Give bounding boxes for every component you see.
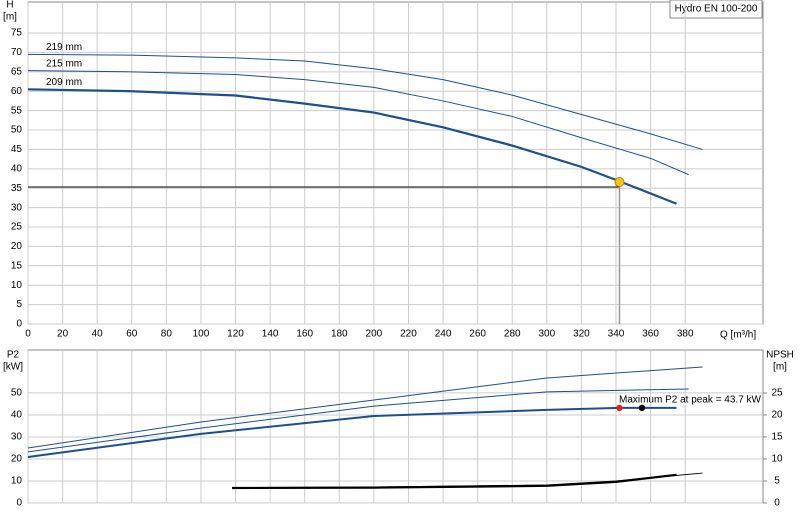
y-tick-label: 0 — [16, 319, 22, 330]
y-tick-label: 0 — [16, 498, 22, 509]
y-tick-label: 15 — [11, 260, 23, 271]
x-tick-label: 80 — [161, 329, 173, 340]
x-tick-label: 140 — [262, 329, 279, 340]
x-tick-label: 20 — [57, 329, 69, 340]
y2-tick-label: 10 — [771, 454, 783, 465]
y-tick-label: 5 — [16, 299, 22, 310]
y-axis-unit: [kW] — [3, 362, 23, 373]
series-line — [27, 366, 703, 449]
y-tick-label: 10 — [11, 476, 23, 487]
y-tick-label: 30 — [11, 432, 23, 443]
y-tick-label: 55 — [11, 105, 23, 116]
y2-tick-label: 20 — [771, 410, 783, 421]
y2-tick-label: 0 — [774, 498, 780, 509]
y2-axis-unit: [m] — [773, 362, 787, 373]
y-tick-label: 50 — [11, 388, 23, 399]
y-tick-label: 60 — [11, 86, 23, 97]
y-tick-label: 40 — [11, 163, 23, 174]
x-tick-label: 40 — [92, 329, 104, 340]
x-tick-label: 280 — [504, 329, 521, 340]
y-tick-label: 45 — [11, 144, 23, 155]
y-tick-label: 70 — [11, 47, 23, 58]
y-axis-unit: [m] — [3, 12, 17, 23]
x-tick-label: 220 — [400, 329, 417, 340]
series-label: 209 mm — [46, 77, 82, 88]
y-tick-label: 30 — [11, 202, 23, 213]
y2-tick-label: 25 — [771, 388, 783, 399]
x-tick-label: 260 — [469, 329, 486, 340]
series-line — [27, 88, 677, 205]
x-tick-label: 380 — [677, 329, 694, 340]
x-tick-label: 180 — [331, 329, 348, 340]
y-tick-label: 20 — [11, 241, 23, 252]
y-tick-label: 35 — [11, 183, 23, 194]
series-line — [27, 70, 689, 176]
x-tick-label: 160 — [296, 329, 313, 340]
chart-title: Hydro EN 100-200 — [675, 4, 758, 15]
x-tick-label: 340 — [608, 329, 625, 340]
series-line — [27, 406, 677, 458]
y-tick-label: 10 — [11, 280, 23, 291]
x-tick-label: 320 — [573, 329, 590, 340]
y-axis-label: H — [6, 0, 13, 11]
y-tick-label: 75 — [11, 28, 23, 39]
series-label: 219 mm — [46, 42, 82, 53]
y2-tick-label: 15 — [771, 432, 783, 443]
y2-tick-label: 5 — [774, 476, 780, 487]
marker — [616, 404, 623, 412]
series-line — [27, 53, 703, 150]
x-axis-label: Q [m³/h] — [720, 330, 756, 341]
x-tick-label: 120 — [227, 329, 244, 340]
y2-axis-label: NPSH — [766, 350, 794, 361]
y-axis-label: P2 — [7, 350, 20, 361]
x-tick-label: 60 — [126, 329, 138, 340]
x-tick-label: 360 — [642, 329, 659, 340]
marker — [614, 177, 625, 188]
series-line — [232, 472, 703, 489]
annotation: Maximum P2 at peak = 43.7 kW — [619, 395, 762, 406]
series-line — [27, 388, 689, 453]
marker — [638, 404, 646, 412]
y-tick-label: 50 — [11, 125, 23, 136]
y-tick-label: 65 — [11, 66, 23, 77]
plot-frame — [27, 1, 764, 325]
plot-frame — [27, 349, 764, 504]
x-tick-label: 100 — [193, 329, 210, 340]
y-tick-label: 20 — [11, 454, 23, 465]
x-tick-label: 240 — [435, 329, 452, 340]
x-tick-label: 300 — [538, 329, 555, 340]
x-tick-label: 200 — [366, 329, 383, 340]
y-tick-label: 25 — [11, 222, 23, 233]
series-label: 215 mm — [46, 58, 82, 69]
x-tick-label: 0 — [25, 329, 31, 340]
title-box — [669, 0, 763, 19]
y-tick-label: 40 — [11, 410, 23, 421]
